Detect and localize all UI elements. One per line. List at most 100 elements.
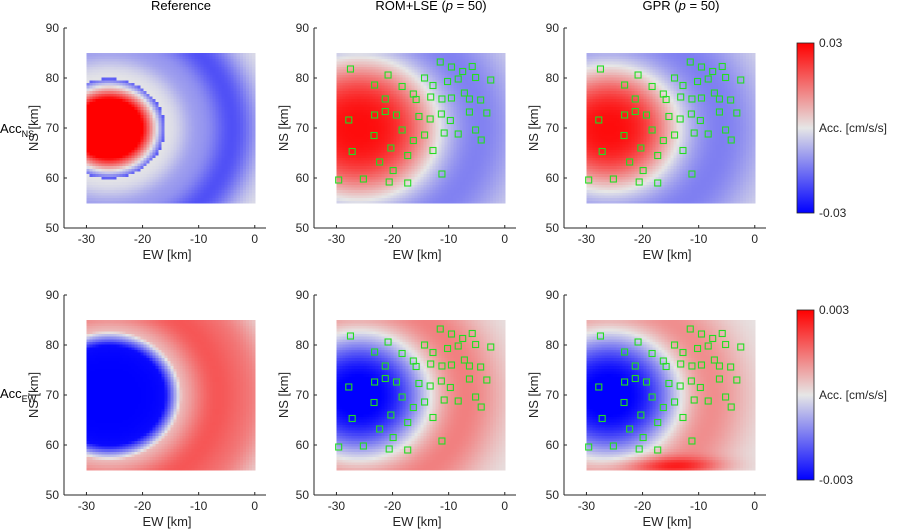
heatmap-cell (158, 109, 163, 113)
heatmap-cell (375, 66, 380, 70)
heatmap-cell (239, 66, 244, 70)
heatmap-cell (399, 63, 404, 67)
heatmap-cell (164, 69, 169, 73)
heatmap-cell (387, 93, 392, 97)
heatmap-cell (194, 136, 199, 140)
heatmap-cell (140, 103, 145, 108)
heatmap-cell (104, 181, 109, 185)
heatmap-cell (149, 66, 154, 70)
heatmap-cell (209, 95, 214, 100)
heatmap-cell (417, 168, 422, 172)
heatmap-cell (429, 117, 434, 121)
heatmap-cell (203, 69, 208, 73)
heatmap-cell (113, 63, 118, 67)
heatmap-cell (342, 128, 347, 132)
heatmap-cell (423, 109, 428, 113)
heatmap-cell (98, 95, 103, 100)
heatmap-cell (360, 165, 365, 169)
heatmap-cell (212, 189, 217, 193)
heatmap-cell (95, 61, 100, 65)
heatmap-cell (423, 119, 428, 124)
heatmap-cell (339, 55, 344, 59)
heatmap-cell (95, 130, 100, 134)
heatmap-cell (387, 152, 392, 156)
heatmap-cell (251, 117, 256, 121)
heatmap-cell (221, 119, 226, 124)
heatmap-cell (155, 101, 160, 105)
heatmap-cell (167, 77, 172, 81)
heatmap-cell (399, 58, 404, 62)
heatmap-cell (170, 111, 175, 116)
heatmap-cell (113, 101, 118, 105)
heatmap-cell (182, 136, 187, 140)
heatmap-cell (420, 184, 425, 188)
heatmap-cell (113, 186, 118, 191)
heatmap-cell (200, 200, 205, 204)
heatmap-cell (375, 181, 380, 185)
heatmap-cell (236, 98, 241, 102)
heatmap-cell (131, 77, 136, 81)
heatmap-cell (167, 138, 172, 142)
heatmap-cell (209, 197, 214, 201)
heatmap-cell (236, 189, 241, 193)
heatmap-cell (149, 197, 154, 201)
heatmap-cell (227, 130, 232, 134)
heatmap-cell (242, 93, 247, 97)
heatmap-cell (230, 53, 235, 57)
heatmap-cell (182, 114, 187, 118)
heatmap-cell (405, 117, 410, 121)
heatmap-cell (348, 53, 353, 57)
heatmap-cell (420, 87, 425, 92)
heatmap-cell (402, 95, 407, 100)
heatmap-cell (378, 138, 383, 142)
heatmap-cell (185, 109, 190, 113)
heatmap-cell (408, 87, 413, 92)
heatmap-cell (131, 90, 136, 94)
heatmap-cell (420, 109, 425, 113)
heatmap-cell (239, 170, 244, 175)
heatmap-cell (227, 141, 232, 145)
heatmap-cell (429, 106, 434, 110)
heatmap-cell (417, 53, 422, 57)
heatmap-cell (128, 141, 133, 145)
heatmap-cell (113, 87, 118, 92)
heatmap-cell (236, 111, 241, 116)
heatmap-cell (366, 98, 371, 102)
heatmap-cell (128, 119, 133, 124)
heatmap-cell (170, 128, 175, 132)
heatmap-cell (197, 136, 202, 140)
heatmap-cell (372, 149, 377, 153)
heatmap-cell (113, 114, 118, 118)
heatmap-cell (125, 141, 130, 145)
heatmap-cell (348, 85, 353, 89)
heatmap-cell (396, 160, 401, 164)
heatmap-cell (146, 69, 151, 73)
heatmap-cell (164, 82, 169, 86)
heatmap-cell (104, 130, 109, 134)
heatmap-cell (212, 85, 217, 89)
heatmap-cell (375, 109, 380, 113)
heatmap-cell (167, 74, 172, 78)
heatmap-cell (393, 125, 398, 129)
heatmap-cell (233, 125, 238, 129)
heatmap-cell (209, 176, 214, 180)
heatmap-cell (423, 85, 428, 89)
heatmap-cell (239, 141, 244, 145)
heatmap-cell (131, 111, 136, 116)
heatmap-cell (182, 138, 187, 142)
heatmap-cell (336, 146, 341, 151)
heatmap-cell (233, 106, 238, 110)
heatmap-cell (218, 79, 223, 84)
heatmap-cell (218, 106, 223, 110)
heatmap-cell (245, 160, 250, 164)
heatmap-cell (92, 178, 97, 183)
heatmap-cell (185, 87, 190, 92)
heatmap-cell (339, 63, 344, 67)
heatmap-cell (215, 154, 220, 159)
heatmap-cell (363, 90, 368, 94)
heatmap-cell (381, 93, 386, 97)
heatmap-cell (119, 130, 124, 134)
heatmap-cell (152, 125, 157, 129)
heatmap-cell (384, 176, 389, 180)
heatmap-cell (348, 66, 353, 70)
